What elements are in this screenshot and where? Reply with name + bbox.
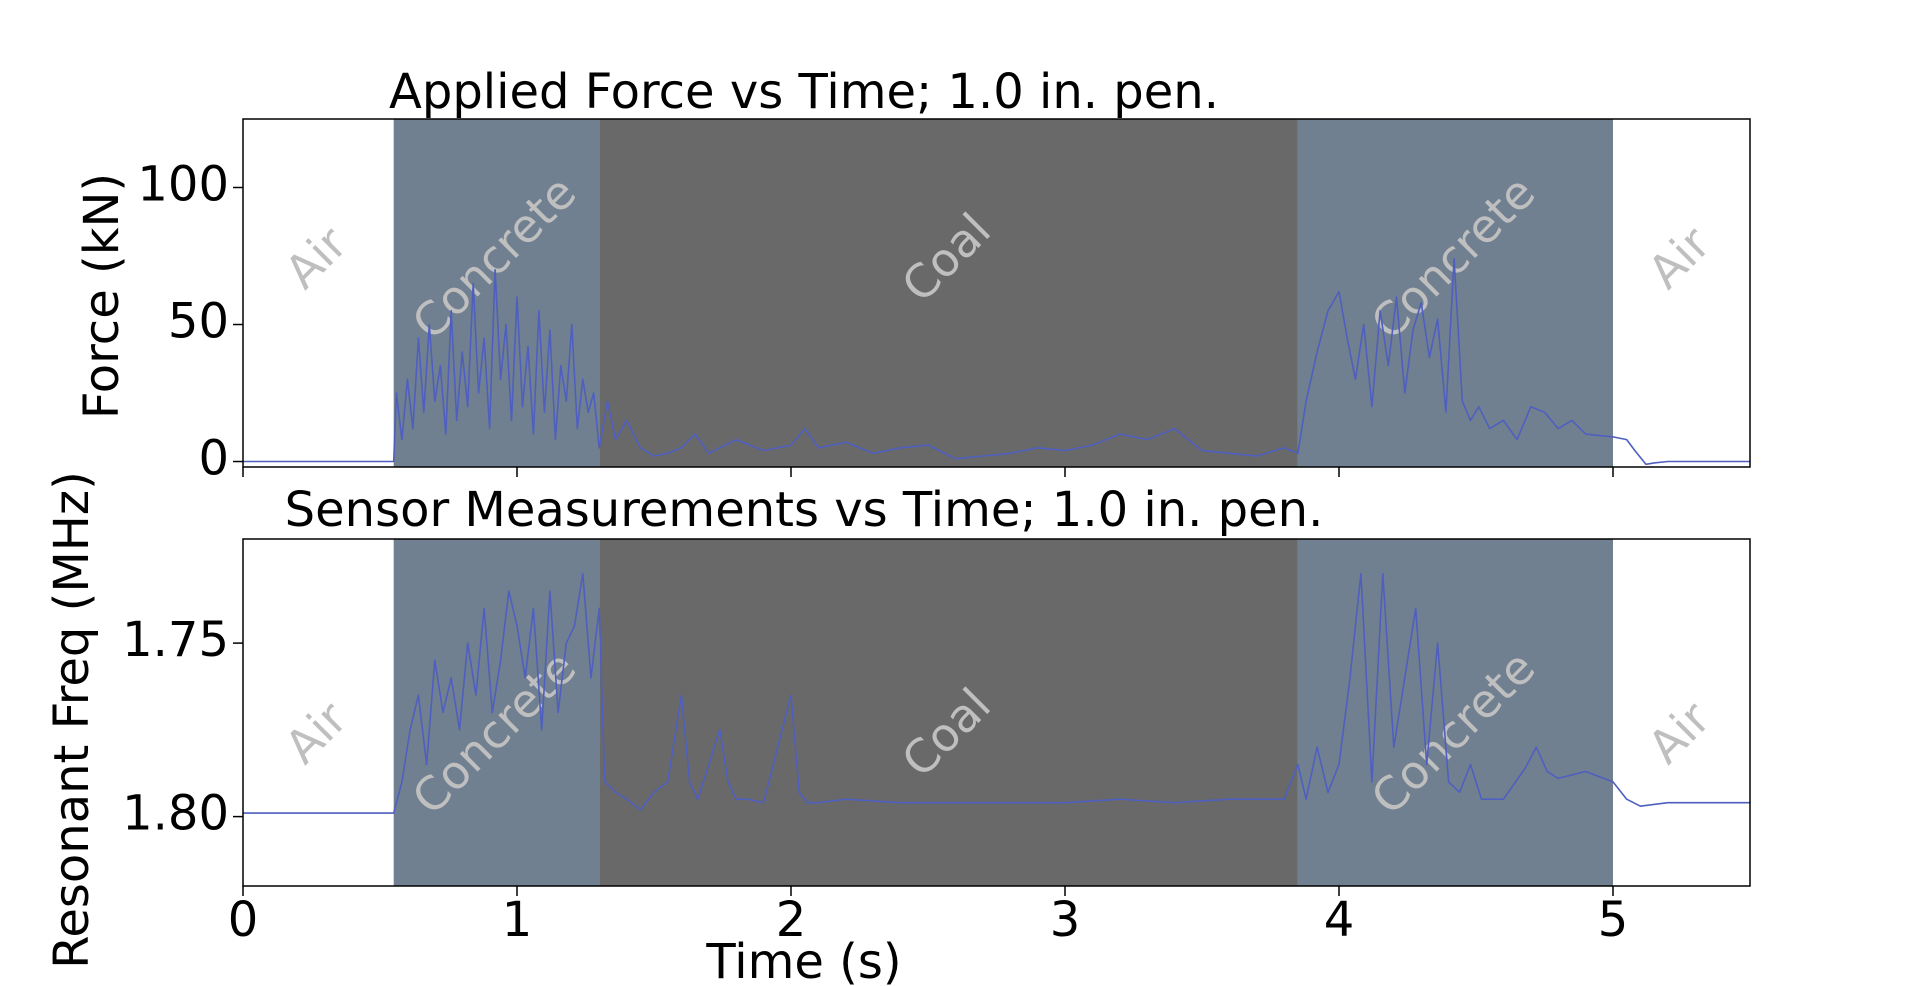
region-coal — [599, 119, 1298, 467]
force-plot-frame — [242, 118, 1751, 468]
region-air — [243, 539, 394, 886]
x-tick-label: 3 — [1050, 892, 1081, 948]
x-tick-label: 5 — [1598, 892, 1629, 948]
x-tick-label: 2 — [776, 892, 807, 948]
force-y-axis-label: Force (kN) — [74, 173, 130, 419]
y-tick-label: 50 — [168, 294, 229, 350]
force-plot: Applied Force vs Time; 1.0 in. pen. Air C… — [74, 64, 1751, 487]
region-air — [243, 119, 394, 467]
y-tick-label: 1.75 — [122, 612, 229, 668]
sensor-plot-title: Sensor Measurements vs Time; 1.0 in. pen… — [285, 482, 1324, 538]
x-tick-label: 1 — [502, 892, 533, 948]
x-tick-label: 0 — [228, 892, 259, 948]
region-air — [1613, 539, 1750, 886]
sensor-y-axis-label: Resonant Freq (MHz) — [44, 471, 100, 969]
region-coal — [599, 539, 1298, 886]
y-tick-label: 1.80 — [122, 786, 229, 842]
force-plot-title: Applied Force vs Time; 1.0 in. pen. — [389, 64, 1219, 120]
y-tick-label: 100 — [137, 157, 229, 213]
x-tick-label: 4 — [1324, 892, 1355, 948]
region-air — [1613, 119, 1750, 467]
series-line — [243, 257, 1750, 466]
series-line — [243, 572, 1750, 814]
y-tick-label: 0 — [198, 431, 229, 487]
x-axis-label: Time (s) — [705, 934, 901, 986]
region-concrete — [393, 539, 600, 886]
region-concrete — [1297, 539, 1613, 886]
sensor-plot-frame — [242, 538, 1751, 887]
sensor-plot: Sensor Measurements vs Time; 1.0 in. pen… — [44, 471, 1751, 986]
